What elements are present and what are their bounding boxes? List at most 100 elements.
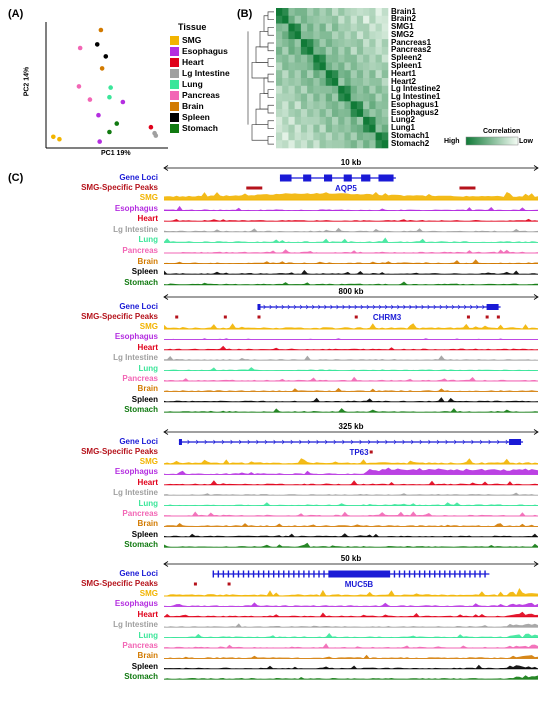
gene-strand-arrow [348, 304, 352, 310]
gene-exon [393, 570, 396, 578]
heatmap-cell [300, 54, 308, 63]
heatmap-cell [338, 46, 345, 55]
heatmap-cell [344, 124, 351, 133]
pca-point [98, 27, 104, 33]
heatmap-cell [307, 101, 314, 110]
heatmap-cell [369, 62, 376, 71]
heatmap-cell [332, 116, 339, 125]
gene-exon [459, 570, 461, 578]
signal-track [164, 408, 538, 413]
track-label-brain: Brain [137, 256, 158, 266]
heatmap-cell [350, 8, 358, 17]
gene-strand-arrow [238, 439, 242, 445]
heatmap-row-label: Brain1 [391, 6, 416, 16]
gene-exon [343, 174, 352, 182]
gene-name: CHRM3 [372, 313, 402, 322]
heatmap-row-label: Lung1 [391, 123, 415, 133]
heatmap-cell [369, 70, 376, 79]
heatmap-legend-bar [465, 136, 519, 146]
gene-loci-label: Gene Loci [119, 569, 158, 578]
heatmap-cell [344, 70, 351, 79]
heatmap-cell [332, 39, 339, 48]
heatmap-cell [381, 39, 389, 48]
heatmap-cell [338, 23, 345, 32]
gene-strand-arrow [350, 439, 354, 445]
gene-strand-arrow [415, 304, 418, 310]
dendrogram-branch [267, 58, 274, 67]
signal-track [164, 588, 538, 596]
heatmap-cell [288, 101, 295, 110]
heatmap-cell [307, 132, 314, 141]
smg-peaks-label: SMG-Specific Peaks [81, 447, 158, 456]
heatmap-cell [307, 109, 314, 118]
dendrogram-branch [259, 93, 268, 110]
signal-track [164, 633, 538, 638]
heatmap-cell [288, 54, 295, 63]
gene-exon [303, 174, 312, 182]
dendrogram-branch [255, 108, 268, 126]
heatmap-cell [332, 93, 339, 102]
gene-exon [212, 570, 215, 578]
smg-peak [223, 315, 227, 319]
scale-bar-arrow [533, 561, 539, 567]
signal-track [164, 227, 538, 232]
track-label-stomach: Stomach [124, 405, 158, 415]
gene-strand-arrow [403, 304, 406, 310]
heatmap-cell [363, 23, 370, 32]
pca-point [76, 84, 82, 89]
gene-exon [439, 570, 441, 578]
heatmap-cell [356, 85, 364, 94]
gene-strand-arrow [293, 304, 297, 310]
heatmap-cell [363, 46, 370, 55]
gene-exon [232, 570, 235, 578]
gene-strand-arrow [421, 304, 425, 310]
track-label-pancreas: Pancreas [122, 641, 158, 650]
legend-swatch-spleen [170, 113, 179, 122]
heatmap-cell [300, 46, 308, 55]
heatmap-cell [325, 15, 333, 24]
signal-track [164, 458, 538, 464]
heatmap-cell [313, 132, 320, 141]
gene-exon [247, 570, 250, 578]
heatmap-cell [276, 39, 283, 48]
heatmap-cell [276, 62, 283, 71]
gene-strand-arrow [451, 304, 455, 310]
heatmap-row-label: Esophagus2 [391, 107, 439, 117]
heatmap-cell [344, 39, 351, 48]
smg-peak [485, 315, 489, 319]
heatmap-cell [307, 31, 314, 40]
pca-point [94, 42, 100, 47]
panel-label-a: (A) [8, 8, 24, 20]
signal-track [164, 664, 538, 669]
gene-strand-arrow [476, 304, 479, 310]
pca-point [107, 129, 112, 135]
heatmap-cell [350, 15, 358, 24]
heatmap-cell [381, 124, 389, 133]
gene-strand-arrow [316, 439, 320, 445]
pca-point [97, 139, 102, 144]
heatmap-cell [344, 93, 351, 102]
signal-track [164, 323, 538, 329]
track-label-spleen: Spleen [131, 394, 158, 404]
scale-label: 10 kb [340, 158, 362, 167]
legend-label: Lung [182, 79, 203, 89]
heatmap-cell [344, 78, 351, 87]
gene-strand-arrow [471, 439, 474, 445]
heatmap-cell [300, 62, 308, 71]
legend-swatch-pancreas [170, 91, 179, 100]
heatmap-cell [332, 124, 339, 133]
track-label-brain: Brain [137, 519, 158, 529]
smg-peak [193, 582, 197, 586]
heatmap-cell [332, 140, 339, 149]
heatmap-cell [363, 54, 370, 63]
dendrogram-branch [267, 104, 274, 114]
gene-strand-arrow [402, 439, 406, 445]
heatmap-cell [375, 23, 383, 32]
heatmap-cell [325, 8, 333, 17]
heatmap-row-label: Pancreas1 [391, 37, 432, 47]
heatmap-cell [307, 116, 314, 125]
heatmap-cell [300, 15, 308, 24]
pca-point [103, 54, 109, 59]
heatmap-cell [282, 70, 289, 79]
heatmap-cell [294, 62, 302, 71]
